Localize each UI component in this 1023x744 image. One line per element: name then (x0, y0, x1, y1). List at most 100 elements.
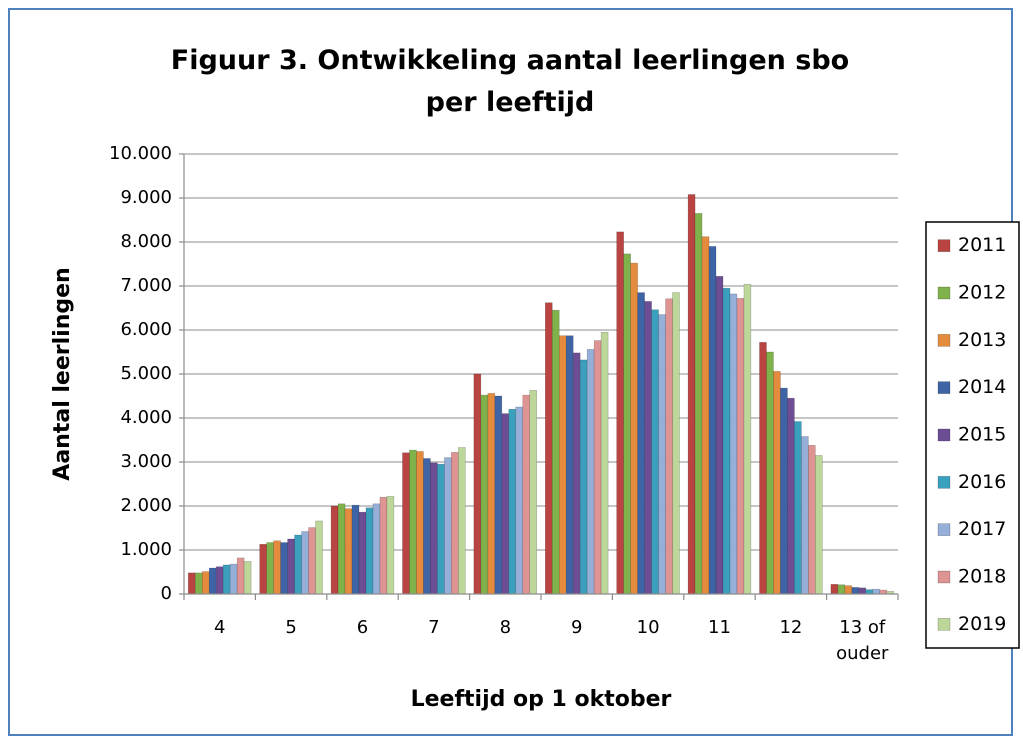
bar (315, 520, 323, 595)
legend-label: 2018 (958, 566, 1006, 588)
bar (208, 567, 217, 595)
bar (544, 302, 553, 595)
bar (658, 314, 666, 595)
bar (187, 572, 196, 595)
legend-label: 2012 (958, 282, 1006, 304)
x-tick-label: 11 (708, 617, 731, 638)
bar (766, 351, 774, 595)
bar (672, 292, 680, 595)
bar (222, 564, 231, 595)
bar (515, 406, 524, 595)
bar (266, 542, 274, 595)
x-tick-label: 5 (285, 617, 296, 638)
bar (722, 287, 731, 595)
bar (437, 463, 445, 595)
bar (358, 511, 367, 595)
bar (344, 508, 353, 595)
bar (644, 301, 652, 595)
bar (844, 585, 853, 595)
y-tick-label: 6.000 (120, 319, 172, 340)
bar (865, 589, 874, 595)
y-tick-label: 7.000 (120, 275, 172, 296)
bar (273, 540, 281, 595)
legend-swatch (937, 570, 951, 584)
x-tick-label: 8 (500, 617, 511, 638)
bar (508, 408, 517, 595)
bar (630, 262, 638, 595)
bar (473, 373, 482, 595)
y-tick-label: 0 (161, 583, 172, 604)
bar (458, 447, 466, 595)
bar (715, 276, 724, 595)
legend-swatch (937, 239, 951, 252)
legend-swatch (937, 523, 951, 536)
bar (701, 236, 710, 595)
y-tick-label: 1.000 (120, 539, 172, 560)
bar (372, 503, 381, 595)
bar (837, 584, 846, 595)
bar (416, 451, 424, 595)
bar (365, 507, 374, 595)
legend-swatch (937, 381, 951, 394)
y-axis-label: Aantal leerlingen (50, 267, 75, 480)
bar (593, 340, 602, 595)
bar (830, 584, 839, 595)
x-tick-label: 6 (357, 617, 368, 638)
y-tick-label: 5.000 (120, 363, 172, 384)
bar (494, 395, 503, 595)
bar (586, 349, 595, 595)
bar (379, 496, 388, 595)
legend-label: 2015 (958, 424, 1006, 446)
y-tick-label: 2.000 (120, 495, 172, 516)
bar (743, 283, 752, 595)
bar (229, 563, 238, 595)
bar (259, 543, 267, 595)
bar (402, 452, 410, 595)
y-tick-label: 10.000 (109, 143, 172, 164)
legend-label: 2011 (958, 234, 1006, 256)
legend-swatch (937, 286, 951, 300)
bar (522, 394, 531, 595)
bar (687, 194, 696, 595)
bar (808, 444, 816, 595)
y-tick-label: 4.000 (120, 407, 172, 428)
bar (759, 342, 767, 595)
bar (551, 309, 560, 595)
bar (430, 462, 438, 595)
bar (330, 505, 339, 595)
x-tick-label: 9 (571, 617, 582, 638)
bar (729, 293, 738, 595)
bar (201, 571, 210, 595)
bar (801, 436, 809, 595)
bar (794, 421, 802, 595)
bar (480, 394, 489, 595)
bar (301, 531, 309, 595)
y-tick-label: 8.000 (120, 231, 172, 252)
x-tick-label: 4 (214, 617, 225, 638)
bar (579, 359, 588, 595)
bar (236, 557, 245, 595)
bar (287, 538, 295, 595)
bar (294, 534, 302, 595)
bar (787, 397, 795, 595)
bar (351, 504, 360, 595)
bar (194, 572, 203, 595)
bar (665, 298, 673, 595)
legend-swatch (937, 618, 951, 631)
bar (423, 458, 431, 595)
x-tick-label: 10 (637, 617, 660, 638)
bar (451, 452, 459, 595)
bar (773, 371, 781, 595)
legend-swatch (937, 334, 951, 347)
y-tick-label: 9.000 (120, 187, 172, 208)
bar (815, 455, 823, 595)
bar (600, 331, 609, 595)
bar (308, 527, 316, 595)
legend-swatch (937, 428, 951, 442)
x-tick-label: 13 of ouder (836, 617, 889, 664)
bar (215, 566, 224, 595)
bar (780, 387, 788, 595)
bar (558, 335, 567, 595)
